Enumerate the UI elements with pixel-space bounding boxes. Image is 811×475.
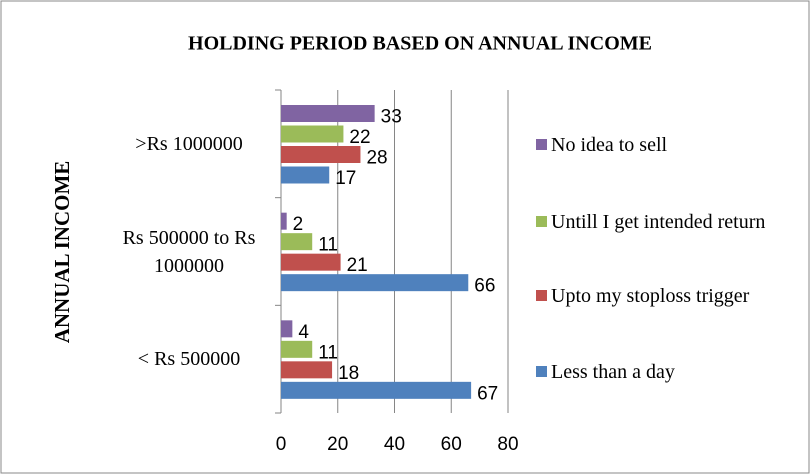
data-label: 11 (318, 235, 338, 256)
y-tick-label: Rs 500000 to Rs 1000000 (122, 226, 256, 277)
x-tick-label: 0 (276, 434, 287, 455)
legend-swatch (536, 290, 547, 301)
bar (281, 166, 330, 184)
data-label: 21 (347, 255, 368, 276)
legend-label: Less than a day (551, 361, 675, 383)
bar (281, 381, 472, 399)
data-label: 33 (381, 107, 402, 128)
y-tick-label: < Rs 500000 (137, 348, 241, 371)
x-tick-label: 20 (327, 434, 348, 455)
data-label: 67 (477, 383, 498, 404)
data-label: 22 (349, 127, 370, 148)
data-label: 66 (474, 276, 495, 297)
legend-label: No idea to sell (551, 134, 668, 156)
x-tick-label: 60 (441, 434, 462, 455)
bar (281, 361, 333, 379)
bar (281, 274, 469, 292)
data-label: 18 (338, 363, 359, 384)
data-label: 28 (366, 148, 387, 169)
legend-swatch (536, 366, 547, 377)
data-label: 4 (298, 322, 309, 343)
bar (281, 320, 293, 338)
legend-swatch (536, 216, 547, 227)
bar (281, 340, 313, 358)
bar (281, 105, 375, 122)
data-label: 11 (318, 342, 338, 363)
bar (281, 146, 361, 163)
x-tick-label: 80 (497, 434, 518, 455)
bar (281, 253, 341, 271)
y-tick-label: >Rs 1000000 (135, 132, 243, 155)
y-axis-label: ANNUAL INCOME (50, 161, 74, 344)
chart-title: HOLDING PERIOD BASED ON ANNUAL INCOME (188, 33, 652, 55)
bar (281, 125, 344, 143)
data-label: 2 (293, 214, 304, 235)
data-label: 17 (335, 168, 356, 189)
x-tick-label: 40 (384, 434, 405, 455)
legend-label: Upto my stoploss trigger (551, 285, 750, 307)
bar (281, 233, 313, 251)
legend-swatch (536, 139, 547, 150)
legend-label: Untill I get intended return (551, 211, 766, 233)
bar (281, 212, 287, 230)
